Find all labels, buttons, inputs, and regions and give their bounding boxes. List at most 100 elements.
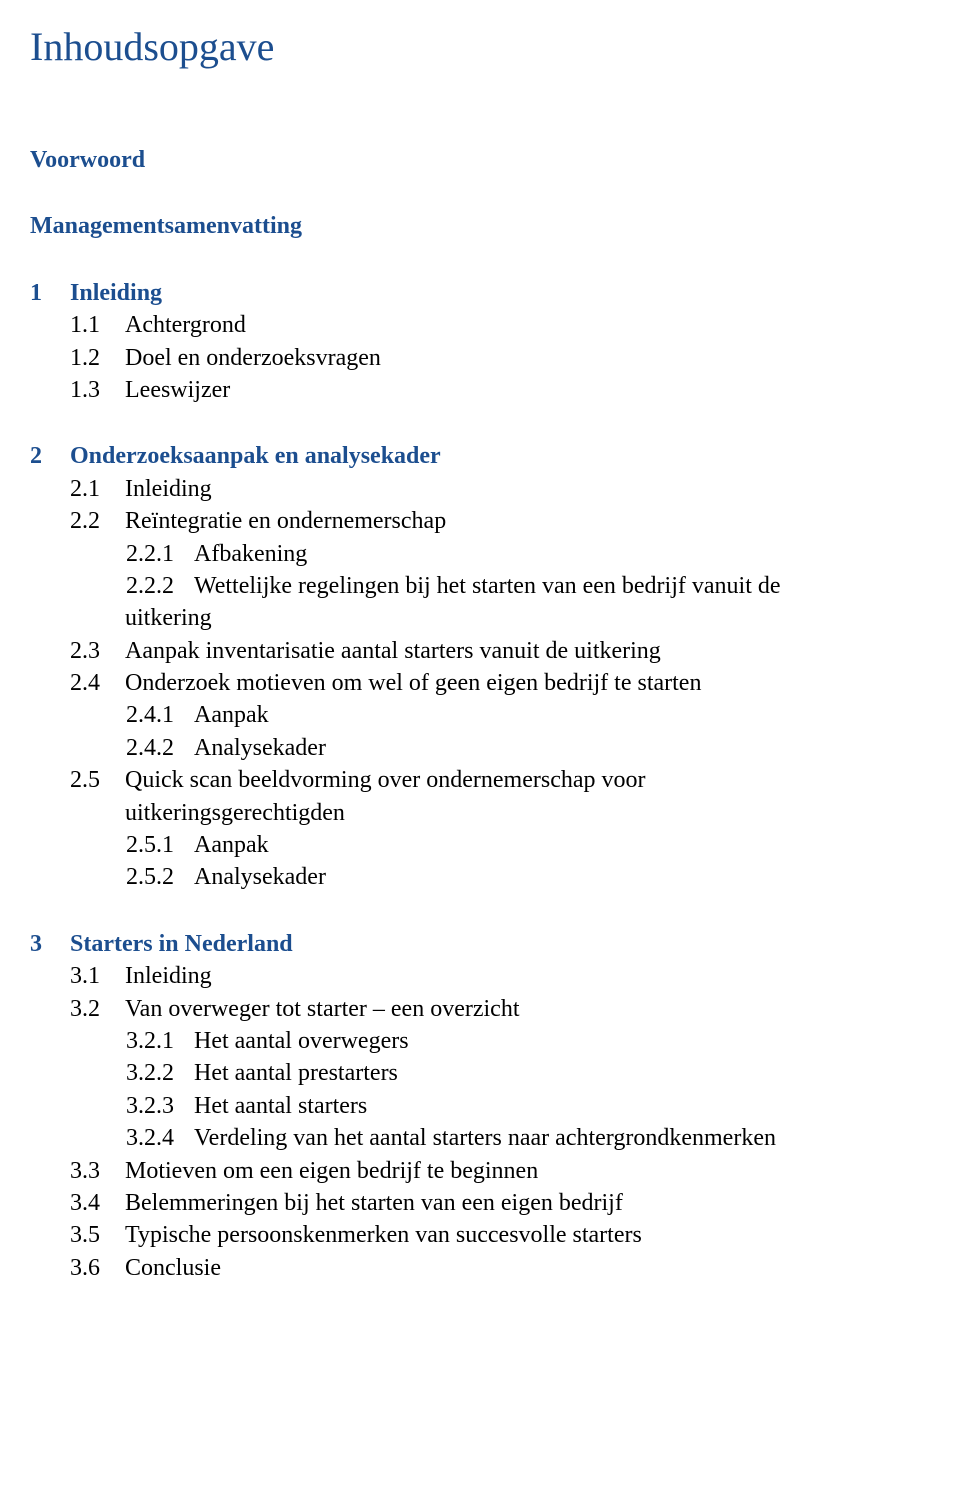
subsection-3.2.1-number: 3.2.1 — [30, 1025, 194, 1057]
subsection-2.2.1-number: 2.2.1 — [30, 538, 194, 570]
subsection-3.2.1: 3.2.1Het aantal overwegers29 — [30, 1025, 960, 1057]
section-3.3: 3.3Motieven om een eigen bedrijf te begi… — [30, 1155, 960, 1187]
section-2.3-number: 2.3 — [30, 635, 125, 667]
section-3.2-label: Van overweger tot starter – een overzich… — [125, 993, 950, 1025]
front-entry-1: Managementsamenvatting9 — [30, 210, 960, 242]
front-entry-1-label: Managementsamenvatting — [30, 210, 950, 242]
subsection-2.5.1-page: 24 — [950, 829, 960, 861]
section-3.1: 3.1Inleiding29 — [30, 960, 960, 992]
front-entry-0-label: Voorwoord — [30, 144, 950, 176]
section-3.5-page: 38 — [950, 1219, 960, 1251]
chapter-3: 3Starters in Nederland29 — [30, 928, 960, 960]
subsection-2.4.1-number: 2.4.1 — [30, 699, 194, 731]
subsection-3.2.4: 3.2.4Verdeling van het aantal starters n… — [30, 1122, 960, 1154]
section-2.2-page: 19 — [950, 505, 960, 537]
section-1.1-label: Achtergrond — [125, 309, 950, 341]
subsection-2.5.2-page: 25 — [950, 861, 960, 893]
subsection-2.2.2-continuation-label: uitkering — [125, 602, 950, 634]
section-3.2-number: 3.2 — [30, 993, 125, 1025]
subsection-2.2.1-label: Afbakening — [194, 538, 950, 570]
table-of-contents: Voorwoord7Managementsamenvatting91Inleid… — [30, 144, 960, 1284]
section-1.2-label: Doel en onderzoeksvragen — [125, 342, 950, 374]
section-1.3-page: 17 — [950, 374, 960, 406]
subsection-2.4.1-label: Aanpak — [194, 699, 950, 731]
chapter-block-1: 1Inleiding151.1Achtergrond151.2Doel en o… — [30, 277, 960, 407]
front-entry-1-page: 9 — [950, 210, 960, 242]
subsection-3.2.4-page: 33 — [950, 1122, 960, 1154]
section-3.5-number: 3.5 — [30, 1219, 125, 1251]
section-3.4-label: Belemmeringen bij het starten van een ei… — [125, 1187, 950, 1219]
subsection-2.2.2-number: 2.2.2 — [30, 570, 194, 602]
chapter-1-number: 1 — [30, 277, 70, 309]
section-1.1-page: 15 — [950, 309, 960, 341]
section-3.6-number: 3.6 — [30, 1252, 125, 1284]
subsection-2.5.1-number: 2.5.1 — [30, 829, 194, 861]
subsection-2.4.1-page: 22 — [950, 699, 960, 731]
subsection-3.2.3: 3.2.3Het aantal starters31 — [30, 1090, 960, 1122]
section-1.2: 1.2Doel en onderzoeksvragen16 — [30, 342, 960, 374]
section-2.5-label: Quick scan beeldvorming over ondernemers… — [125, 764, 950, 796]
section-2.2-label: Reïntegratie en ondernemerschap — [125, 505, 950, 537]
subsection-3.2.4-number: 3.2.4 — [30, 1122, 194, 1154]
subsection-3.2.3-label: Het aantal starters — [194, 1090, 950, 1122]
subsection-3.2.4-label: Verdeling van het aantal starters naar a… — [194, 1122, 950, 1154]
section-2.1-number: 2.1 — [30, 473, 125, 505]
section-3.6-label: Conclusie — [125, 1252, 950, 1284]
subsection-2.2.2-label: Wettelijke regelingen bij het starten va… — [194, 570, 950, 602]
section-1.3: 1.3Leeswijzer17 — [30, 374, 960, 406]
subsection-2.2.2-continuation: uitkering20 — [30, 602, 960, 634]
chapter-block-3: 3Starters in Nederland293.1Inleiding293.… — [30, 928, 960, 1284]
subsection-2.5.1-label: Aanpak — [194, 829, 950, 861]
subsection-2.4.2-page: 23 — [950, 732, 960, 764]
section-1.1-number: 1.1 — [30, 309, 125, 341]
chapter-1-label: Inleiding — [70, 277, 950, 309]
subsection-3.2.2-page: 30 — [950, 1057, 960, 1089]
page-title: Inhoudsopgave — [30, 20, 960, 74]
chapter-3-number: 3 — [30, 928, 70, 960]
subsection-2.2.2: 2.2.2Wettelijke regelingen bij het start… — [30, 570, 960, 602]
section-2.1-label: Inleiding — [125, 473, 950, 505]
section-2.5-continuation-label: uitkeringsgerechtigden — [125, 797, 950, 829]
section-1.2-page: 16 — [950, 342, 960, 374]
subsection-2.4.2-label: Analysekader — [194, 732, 950, 764]
section-2.4: 2.4Onderzoek motieven om wel of geen eig… — [30, 667, 960, 699]
section-3.2-page: 29 — [950, 993, 960, 1025]
subsection-3.2.2: 3.2.2Het aantal prestarters30 — [30, 1057, 960, 1089]
section-2.5-number: 2.5 — [30, 764, 125, 796]
section-2.3-label: Aanpak inventarisatie aantal starters va… — [125, 635, 950, 667]
front-entry-0-page: 7 — [950, 144, 960, 176]
subsection-3.2.2-label: Het aantal prestarters — [194, 1057, 950, 1089]
section-3.4-page: 36 — [950, 1187, 960, 1219]
section-2.5-continuation-page: 24 — [950, 797, 960, 829]
subsection-3.2.1-page: 29 — [950, 1025, 960, 1057]
section-2.5-continuation: uitkeringsgerechtigden24 — [30, 797, 960, 829]
subsection-2.2.1: 2.2.1Afbakening19 — [30, 538, 960, 570]
section-3.3-label: Motieven om een eigen bedrijf te beginne… — [125, 1155, 950, 1187]
chapter-2-number: 2 — [30, 440, 70, 472]
chapter-1-page: 15 — [950, 277, 960, 309]
section-1.3-label: Leeswijzer — [125, 374, 950, 406]
chapter-block-2: 2Onderzoeksaanpak en analysekader 19 2.1In… — [30, 440, 960, 893]
subsection-2.5.2-number: 2.5.2 — [30, 861, 194, 893]
subsection-2.5.2: 2.5.2Analysekader25 — [30, 861, 960, 893]
chapter-2-label: Onderzoeksaanpak en analysekader — [70, 440, 950, 472]
section-2.4-page: 22 — [950, 667, 960, 699]
section-3.3-number: 3.3 — [30, 1155, 125, 1187]
subsection-3.2.3-page: 31 — [950, 1090, 960, 1122]
subsection-2.2.2-continuation-page: 20 — [950, 602, 960, 634]
section-1.3-number: 1.3 — [30, 374, 125, 406]
section-3.2: 3.2Van overweger tot starter – een overz… — [30, 993, 960, 1025]
section-3.1-page: 29 — [950, 960, 960, 992]
subsection-2.4.2: 2.4.2Analysekader23 — [30, 732, 960, 764]
chapter-1: 1Inleiding15 — [30, 277, 960, 309]
chapter-3-page: 29 — [950, 928, 960, 960]
subsection-3.2.2-number: 3.2.2 — [30, 1057, 194, 1089]
section-1.1: 1.1Achtergrond15 — [30, 309, 960, 341]
section-3.6: 3.6Conclusie39 — [30, 1252, 960, 1284]
subsection-3.2.1-label: Het aantal overwegers — [194, 1025, 950, 1057]
section-2.2: 2.2Reïntegratie en ondernemerschap19 — [30, 505, 960, 537]
subsection-2.4.2-number: 2.4.2 — [30, 732, 194, 764]
section-3.5: 3.5Typische persoonskenmerken van succes… — [30, 1219, 960, 1251]
chapter-3-label: Starters in Nederland — [70, 928, 950, 960]
section-3.1-label: Inleiding — [125, 960, 950, 992]
